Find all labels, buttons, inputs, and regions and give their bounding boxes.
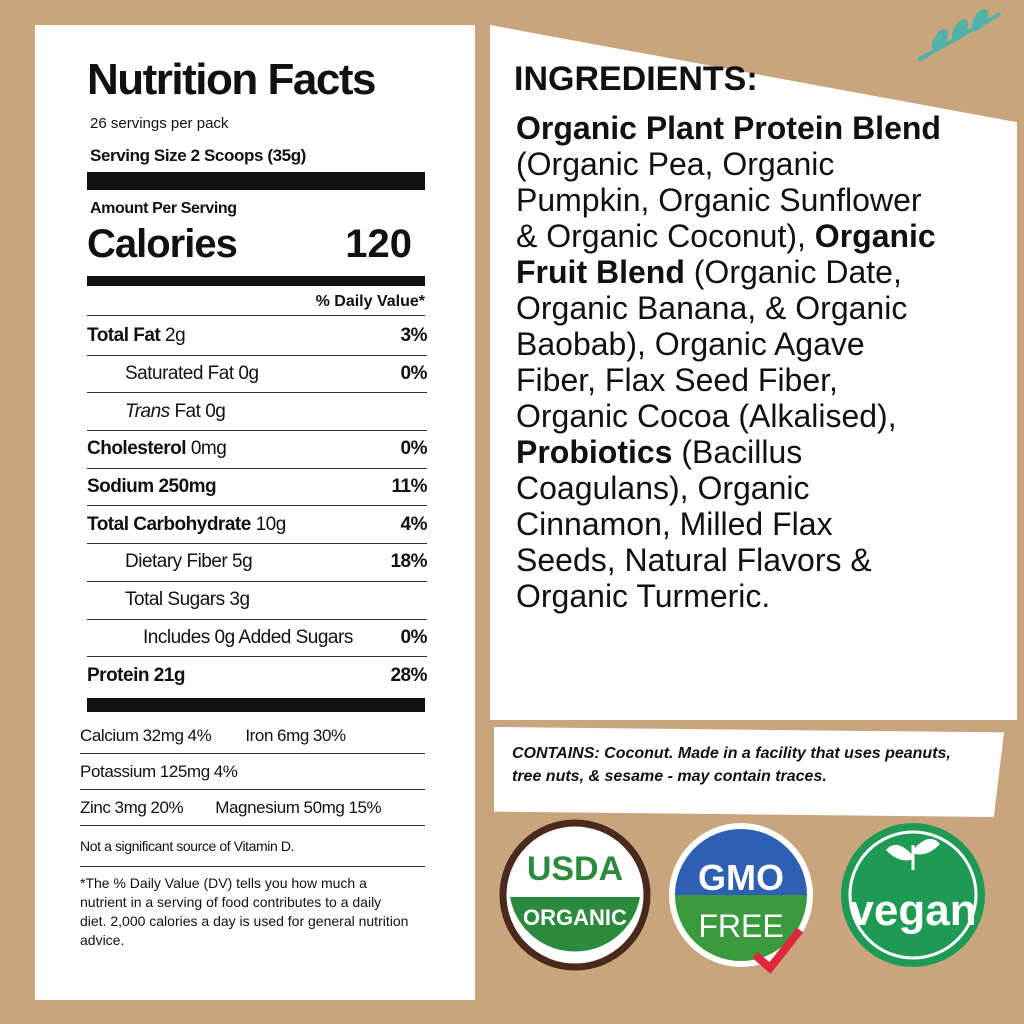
nutrient-dv: 3% [400, 325, 428, 347]
badge-text: FREE [698, 908, 783, 944]
mineral-dv: 30% [312, 725, 346, 745]
nutrient-amount: 10g [255, 513, 287, 535]
nutrient-amount: 2g [165, 325, 186, 347]
mineral-row: Calcium 32mg 4% Iron 6mg 30% [80, 718, 425, 754]
calories-label: Calories [87, 222, 238, 266]
nutrient-name: Dietary Fiber [125, 551, 228, 573]
mineral-name: Zinc [80, 797, 111, 817]
mineral-dv: 20% [150, 797, 184, 817]
nutrient-dv: 0% [400, 438, 428, 460]
badge-text: USDA [527, 850, 623, 888]
mineral-amount: 6mg [277, 725, 309, 745]
nutrient-row: Sodium 250mg 11% [87, 469, 428, 507]
gmo-badge: GMO FREE [669, 823, 813, 974]
nutrient-name: Sodium [87, 476, 154, 498]
ingredient-text: (Organic Pea, Organic Pumpkin, Organic S… [516, 146, 922, 254]
thick-rule [87, 172, 425, 190]
contains-box [494, 727, 1004, 817]
nutrient-amount: 250mg [158, 476, 217, 498]
nutrient-amount: 0mg [190, 438, 227, 460]
nutrient-dv: 0% [400, 626, 428, 648]
nutrient-dv: 18% [390, 551, 427, 573]
nutrient-amount: 0g [205, 400, 226, 422]
nutrient-row: Protein 21g 28% [87, 657, 427, 695]
nutrient-row: Total Fat 2g 3% [87, 318, 428, 356]
mineral-amount: 32mg [142, 725, 184, 745]
nutrient-name-italic: Trans [125, 400, 170, 422]
nutrition-title: Nutrition Facts [87, 55, 376, 104]
nutrient-amount: 5g [232, 551, 253, 573]
nutrient-dv: 4% [400, 513, 428, 535]
nutrient-name: Total Fat [87, 325, 161, 347]
vegan-badge: vegan [841, 823, 985, 967]
usda-badge: USDA ORGANIC [499, 819, 651, 971]
nutrient-name: Saturated Fat [125, 363, 234, 385]
nutrient-name: Protein [87, 665, 149, 687]
nutrient-rows: Total Fat 2g 3% Saturated Fat 0g 0% Trans … [87, 318, 428, 695]
nutrient-dv: 11% [391, 476, 428, 498]
nutrient-dv: 28% [390, 665, 427, 687]
ingredients-panel [490, 25, 1017, 720]
nutrient-row: Cholesterol 0mg 0% [87, 431, 428, 469]
mineral-dv: 4% [187, 725, 212, 745]
ingredient-text: (Organic Date, Organic Banana, & Organic… [516, 254, 908, 434]
nutrient-name: Total Sugars [125, 589, 225, 611]
contains-body: Coconut. Made in a facility that uses pe… [512, 745, 951, 785]
vitamin-note-row: Not a significant source of Vitamin D. [80, 826, 425, 867]
ingredient-bold: Probiotics [516, 434, 673, 470]
mineral-amount: 125mg [159, 761, 210, 781]
vitamin-note: Not a significant source of Vitamin D. [80, 838, 295, 854]
nutrient-dv: 0% [400, 363, 428, 385]
mineral-dv: 4% [213, 761, 238, 781]
thick-rule [87, 698, 425, 712]
nutrient-name: Total Carbohydrate [87, 513, 251, 535]
mineral-dv: 15% [348, 797, 382, 817]
contains-text: CONTAINS: Coconut. Made in a facility th… [512, 742, 982, 788]
daily-value-header: % Daily Value* [315, 293, 425, 310]
nutrient-row: Trans Fat 0g [87, 393, 427, 432]
mineral-amount: 3mg [114, 797, 147, 817]
mineral-name: Calcium [80, 725, 139, 745]
amount-per-serving: Amount Per Serving [90, 200, 237, 217]
mineral-name: Potassium [80, 761, 156, 781]
mineral-row: Zinc 3mg 20% Magnesium 50mg 15% [80, 790, 425, 826]
badge-text: vegan [849, 886, 976, 935]
nutrient-row: Total Carbohydrate 10g 4% [87, 506, 428, 545]
ingredients-text: Organic Plant Protein Blend (Organic Pea… [516, 110, 941, 614]
servings: 26 servings per pack [90, 115, 229, 132]
badge-text: GMO [698, 857, 784, 898]
nutrient-row: Dietary Fiber 5g 18% [87, 544, 427, 582]
footnote: *The % Daily Value (DV) tells you how mu… [80, 875, 409, 948]
mineral-rows: Calcium 32mg 4% Iron 6mg 30% Potassium 125mg 4… [80, 718, 425, 867]
mineral-name: Magnesium [215, 797, 300, 817]
nutrient-amount: 3g [229, 589, 250, 611]
serving-size: Serving Size 2 Scoops (35g) [90, 146, 306, 165]
calories-value: 120 [345, 222, 412, 266]
nutrient-row: Saturated Fat 0g 0% [87, 356, 428, 394]
ingredient-bold: Organic Fruit Blend [516, 218, 936, 290]
nutrient-amount: 21g [153, 665, 186, 687]
mineral-amount: 50mg [303, 797, 345, 817]
ingredients-heading: INGREDIENTS: [514, 60, 758, 98]
rule [87, 315, 425, 316]
mineral-name: Iron [245, 725, 274, 745]
mineral-row: Potassium 125mg 4% [80, 754, 425, 790]
nutrient-row: Includes 0g Added Sugars 0% [87, 620, 428, 658]
ingredient-bold: Organic Plant Protein Blend [516, 110, 941, 146]
nutrient-name: Includes 0g Added Sugars [143, 626, 353, 648]
sprig [917, 9, 1001, 62]
nutrient-name: Cholesterol [87, 438, 187, 460]
ingredient-text: (Bacillus Coagulans), Organic Cinnamon, … [516, 434, 872, 614]
contains-label: CONTAINS: [512, 745, 600, 762]
nutrient-amount: 0g [238, 363, 259, 385]
nutrient-name: Fat [174, 400, 201, 422]
badge-text: ORGANIC [523, 905, 627, 930]
nutrient-row: Total Sugars 3g [87, 582, 427, 620]
thick-rule [87, 276, 425, 286]
